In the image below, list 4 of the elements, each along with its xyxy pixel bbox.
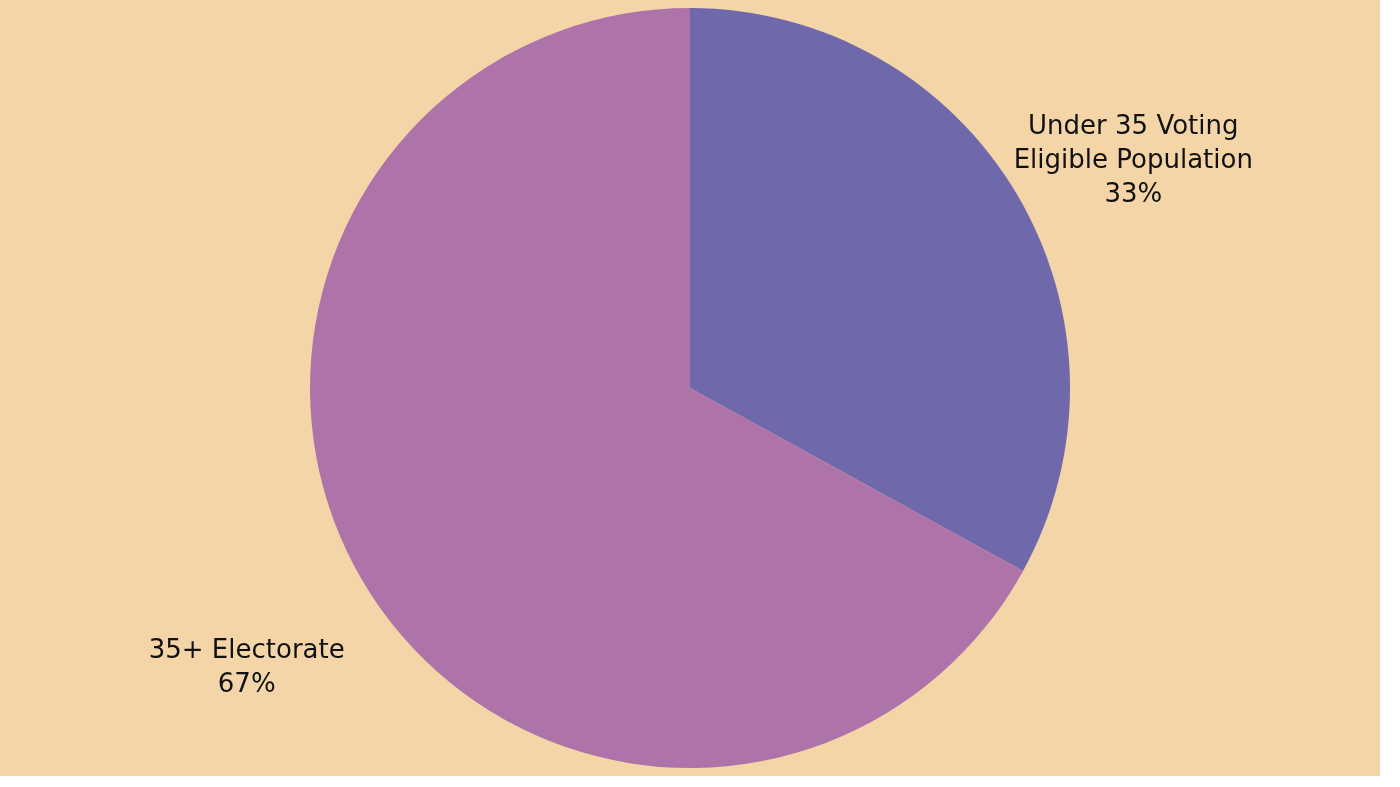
- data-label: 67%: [217, 668, 276, 699]
- data-label: 33%: [1104, 177, 1163, 208]
- slice-label: 35+ Electorate: [148, 634, 345, 665]
- slice-label: Under 35 Voting Eligible Population: [1013, 109, 1253, 174]
